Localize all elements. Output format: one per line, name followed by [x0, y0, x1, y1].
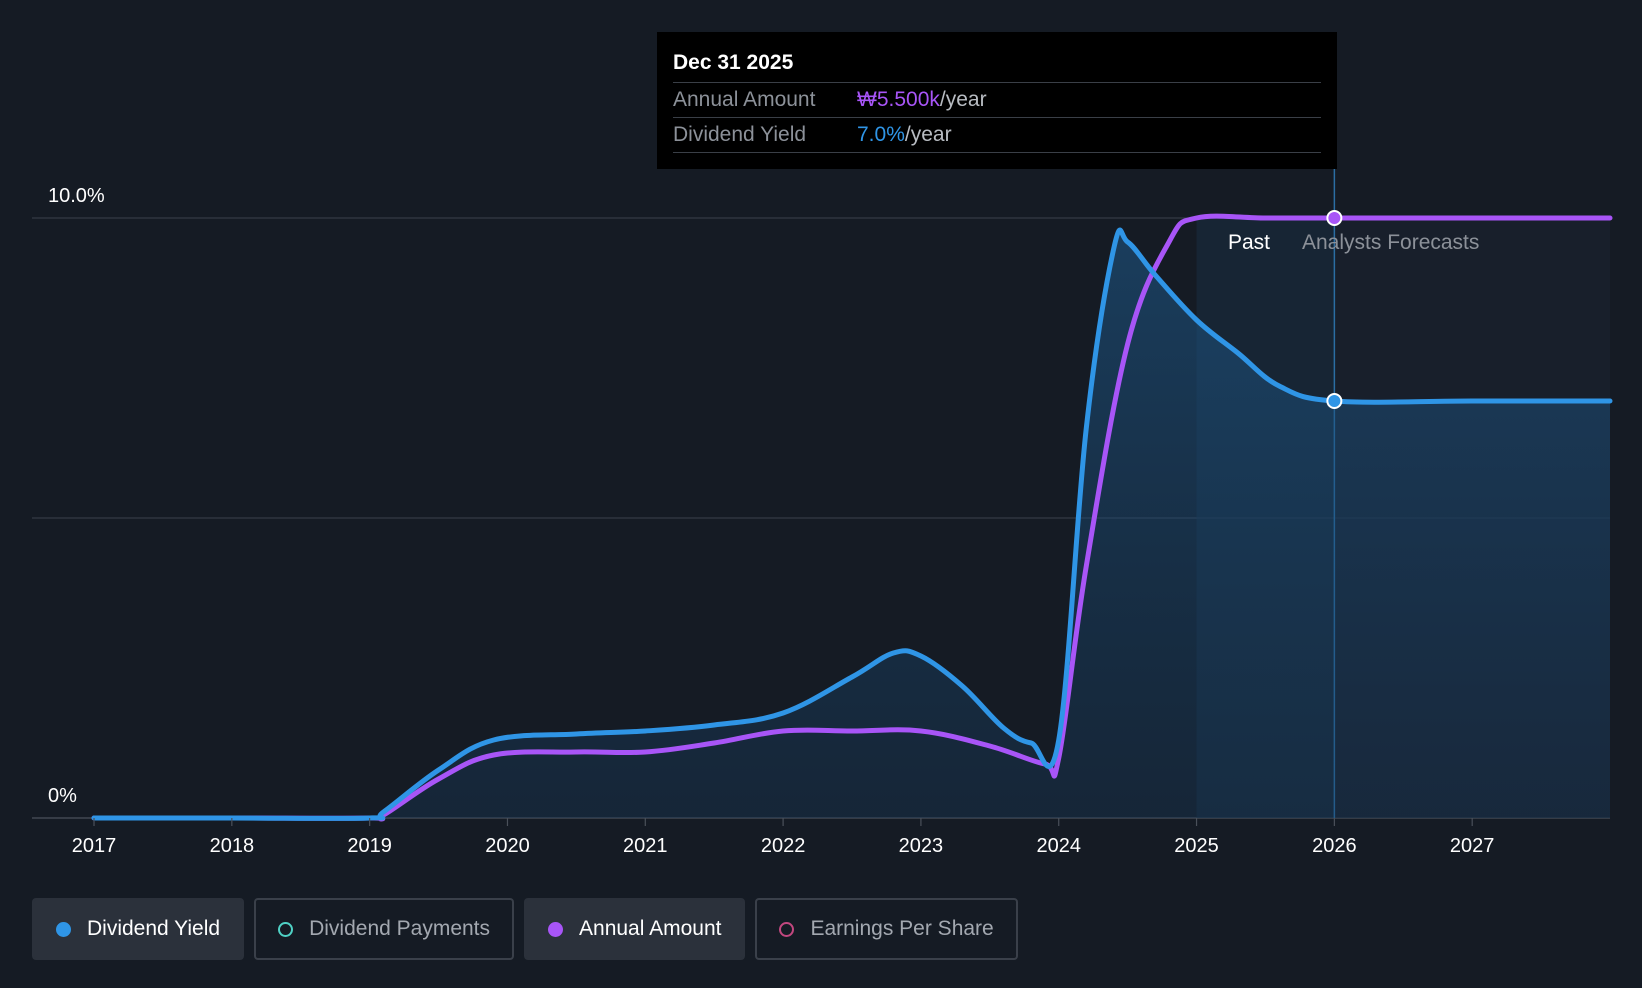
tooltip-annual-value: ₩5.500k	[857, 88, 940, 111]
tooltip-annual-row: Annual Amount ₩5.500k /year	[673, 83, 1321, 118]
x-tick-label: 2022	[761, 835, 806, 857]
x-tick-label: 2026	[1312, 835, 1357, 857]
axis-ticks: 2017 2018 2019 2020 2021 2022 2023 2024 2025 2026…	[48, 185, 1494, 857]
tooltip: Dec 31 2025 Annual Amount ₩5.500k /year …	[657, 32, 1337, 169]
legend-label: Annual Amount	[579, 917, 722, 940]
legend-dot-icon	[548, 921, 564, 937]
legend-dot-icon	[779, 921, 795, 937]
dividend-yield-line	[91, 227, 1613, 821]
x-tick-label: 2018	[210, 835, 255, 857]
tooltip-yield-row: Dividend Yield 7.0% /year	[673, 118, 1321, 153]
yield-area	[94, 230, 1611, 819]
x-tick-label: 2023	[899, 835, 944, 857]
legend-label: Earnings Per Share	[810, 917, 994, 940]
annual-amount-line	[91, 213, 1613, 822]
dividend-yield-area	[94, 230, 1611, 819]
x-tick-label: 2019	[347, 835, 392, 857]
series-lines	[91, 213, 1613, 822]
y-tick-label: 0%	[48, 785, 77, 807]
x-tick-label: 2027	[1450, 835, 1495, 857]
tooltip-yield-label: Dividend Yield	[673, 123, 807, 146]
tooltip-yield-suffix: /year	[904, 123, 952, 146]
x-tick-label: 2017	[72, 835, 117, 857]
tooltip-annual-label: Annual Amount	[673, 88, 816, 111]
x-tick-label: 2024	[1036, 835, 1081, 857]
legend-dividend-payments[interactable]: Dividend Payments	[254, 898, 515, 960]
legend-dot-icon	[56, 921, 71, 937]
legend-earnings-per-share[interactable]: Earnings Per Share	[755, 898, 1018, 960]
y-tick-label: 10.0%	[48, 185, 105, 207]
tooltip-annual-suffix: /year	[939, 88, 987, 111]
tooltip-date: Dec 31 2025	[673, 44, 1321, 83]
legend-annual-amount[interactable]: Annual Amount	[524, 898, 746, 960]
tooltip-yield-value: 7.0%	[857, 123, 905, 146]
dividend-yield-marker	[1326, 393, 1343, 409]
legend-label: Dividend Yield	[87, 917, 221, 940]
x-tick-label: 2021	[623, 835, 668, 857]
x-tick-label: 2020	[485, 835, 530, 857]
hover-markers	[1326, 210, 1343, 409]
legend-label: Dividend Payments	[309, 917, 491, 940]
past-label: Past	[1228, 231, 1270, 254]
legend: Dividend Yield Dividend Payments Annual …	[32, 898, 1018, 960]
forecast-label: Analysts Forecasts	[1302, 231, 1479, 254]
legend-dividend-yield[interactable]: Dividend Yield	[32, 898, 245, 960]
x-tick-label: 2025	[1174, 835, 1219, 857]
legend-dot-icon	[278, 921, 294, 937]
annual-amount-marker	[1326, 210, 1343, 226]
